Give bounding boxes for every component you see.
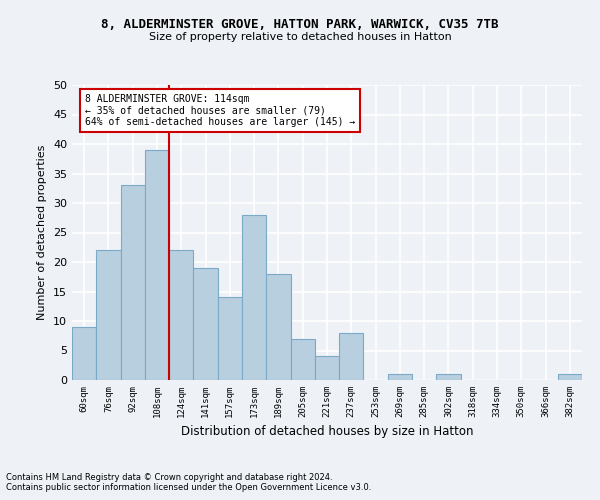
Bar — [121, 186, 145, 380]
Bar — [145, 150, 169, 380]
Bar — [193, 268, 218, 380]
Text: Contains HM Land Registry data © Crown copyright and database right 2024.: Contains HM Land Registry data © Crown c… — [6, 474, 332, 482]
Bar — [436, 374, 461, 380]
Bar — [242, 215, 266, 380]
Bar — [315, 356, 339, 380]
Y-axis label: Number of detached properties: Number of detached properties — [37, 145, 47, 320]
Bar — [388, 374, 412, 380]
Bar — [339, 333, 364, 380]
Bar — [266, 274, 290, 380]
Bar — [218, 298, 242, 380]
Text: Size of property relative to detached houses in Hatton: Size of property relative to detached ho… — [149, 32, 451, 42]
X-axis label: Distribution of detached houses by size in Hatton: Distribution of detached houses by size … — [181, 426, 473, 438]
Bar — [558, 374, 582, 380]
Text: 8, ALDERMINSTER GROVE, HATTON PARK, WARWICK, CV35 7TB: 8, ALDERMINSTER GROVE, HATTON PARK, WARW… — [101, 18, 499, 30]
Text: 8 ALDERMINSTER GROVE: 114sqm
← 35% of detached houses are smaller (79)
64% of se: 8 ALDERMINSTER GROVE: 114sqm ← 35% of de… — [85, 94, 355, 127]
Bar — [169, 250, 193, 380]
Bar — [96, 250, 121, 380]
Text: Contains public sector information licensed under the Open Government Licence v3: Contains public sector information licen… — [6, 484, 371, 492]
Bar — [290, 338, 315, 380]
Bar — [72, 327, 96, 380]
